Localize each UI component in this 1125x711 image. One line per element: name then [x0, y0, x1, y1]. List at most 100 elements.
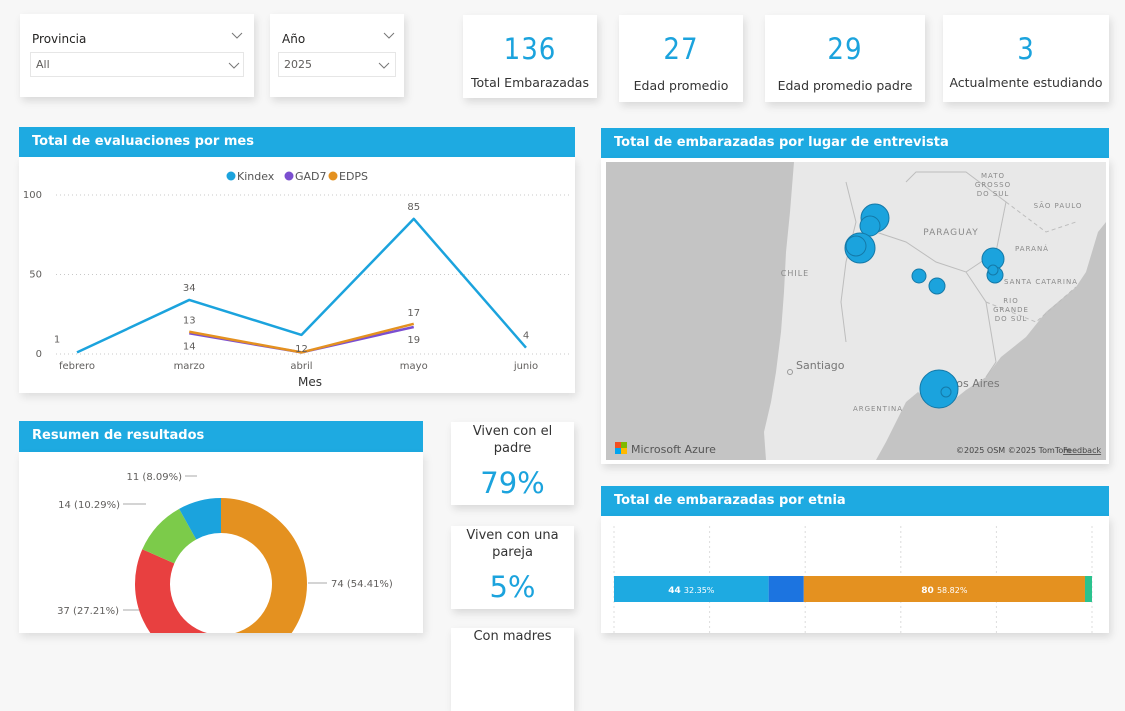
card-title-line1: Viven con el [472, 424, 553, 439]
etnia-card: 44 32.35% 80 58.82% [601, 516, 1109, 633]
map-label: GROSSO [975, 181, 1011, 189]
data-label: 13 [183, 316, 196, 327]
map-header: Total de embarazadas por lugar de entrev… [601, 128, 1109, 158]
slicer-title: Año [282, 32, 306, 46]
map-label: PARANÁ [1015, 244, 1049, 253]
y-tick-label: 0 [36, 349, 42, 360]
kpi-label: Total Embarazadas [471, 75, 589, 90]
bar-segment [768, 576, 804, 602]
kpi-total-embarazadas: 136 Total Embarazadas [463, 15, 597, 98]
map-bubbles[interactable] [844, 203, 1005, 409]
donut-card: 74 (54.41%) 37 (27.21%) 14 (10.29%) 11 (8.0… [19, 452, 423, 670]
data-label: 14 (10.29%) [58, 500, 120, 511]
slicer-anio: Año 2025 [270, 14, 404, 97]
card-title-line2: pareja [492, 545, 533, 560]
map-bubble[interactable] [911, 268, 927, 284]
legend-marker-icon [284, 171, 294, 181]
kpi-value: 29 [827, 32, 863, 66]
bar-segment [614, 576, 769, 602]
anio-dropdown[interactable]: 2025 [278, 52, 396, 77]
x-tick-label: marzo [174, 361, 205, 372]
data-label: 1 [54, 334, 60, 345]
data-label: 17 [407, 308, 420, 319]
border-line [1005, 201, 1077, 233]
card-con-madres: Con madres [451, 628, 574, 711]
map-bubble[interactable] [845, 235, 867, 257]
kpi-label: Actualmente estudiando [949, 75, 1103, 90]
legend-marker-icon [328, 171, 338, 181]
legend-label: EDPS [339, 170, 368, 183]
line-chart-header: Total de evaluaciones por mes [19, 127, 575, 157]
legend-label: Kindex [237, 170, 275, 183]
data-label: 74 (54.41%) [331, 579, 393, 590]
map-bubble[interactable] [987, 264, 999, 276]
card-viven-con-pareja: Viven con una pareja 5% [451, 526, 574, 609]
map-label: PARAGUAY [923, 228, 978, 238]
kpi-value: 27 [663, 32, 699, 66]
map-label: CHILE [781, 269, 809, 278]
map-label: GRANDE [993, 306, 1029, 314]
card-value: 5% [489, 570, 536, 604]
line-chart[interactable]: 0 50 100 febrero marzo abril mayo junio Mes Kinde… [19, 157, 575, 393]
kpi-edad-promedio-padre: 29 Edad promedio padre [765, 15, 925, 102]
x-tick-label: abril [290, 361, 312, 372]
legend-label: GAD7 [295, 170, 327, 183]
data-label: 19 [407, 335, 420, 346]
border-line [965, 271, 997, 378]
chevron-down-icon [378, 62, 390, 69]
map-label: SÃO PAULO [1034, 201, 1083, 210]
etnia-bar-chart[interactable]: 44 32.35% 80 58.82% [601, 516, 1109, 633]
bar-segment [1084, 576, 1092, 602]
segment-value: 80 [921, 586, 937, 596]
card-title-line1: Viven con una [466, 528, 559, 543]
data-label: 4 [523, 331, 529, 342]
card-viven-con-padre: Viven con el padre 79% [451, 422, 574, 505]
x-axis-title: Mes [298, 375, 322, 389]
chevron-down-icon[interactable] [382, 28, 396, 42]
map-bubble[interactable] [919, 369, 959, 409]
x-tick-label: junio [513, 361, 538, 372]
card-value: 79% [480, 466, 545, 500]
data-label: 37 (27.21%) [57, 606, 119, 617]
kpi-label: Edad promedio padre [777, 78, 913, 93]
card-title-line1: Con madres [473, 629, 552, 644]
map-label: Santiago [796, 359, 845, 372]
donut-slice [197, 498, 307, 670]
border-line [840, 181, 857, 343]
kpi-value: 3 [1017, 32, 1035, 66]
series-line-kindex [76, 217, 527, 354]
etnia-header: Total de embarazadas por etnia [601, 486, 1109, 516]
segment-percent: 32.35% [684, 586, 715, 595]
segment-label: 44 32.35% [668, 586, 715, 596]
donut-slice [142, 508, 197, 564]
map-bubble[interactable] [859, 215, 881, 237]
land [764, 162, 1106, 460]
map-brand: Microsoft Azure [631, 443, 716, 456]
donut-slice [179, 498, 221, 540]
legend-marker-icon [226, 171, 236, 181]
donut-chart[interactable]: 74 (54.41%) 37 (27.21%) 14 (10.29%) 11 (8.0… [19, 452, 423, 670]
line-chart-card: 0 50 100 febrero marzo abril mayo junio Mes Kinde… [19, 157, 575, 393]
dropdown-value: 2025 [284, 58, 312, 71]
slicer-provincia: Provincia All [20, 14, 254, 97]
map-visual[interactable]: MATO GROSSO DO SUL SÃO PAULO PARAGUAY PA… [606, 162, 1106, 460]
chevron-down-icon[interactable] [230, 28, 244, 42]
map-label: DO SUL [995, 315, 1028, 323]
map-label: DO SUL [977, 190, 1010, 198]
city-marker-icon [787, 369, 793, 375]
segment-percent: 58.82% [937, 586, 968, 595]
map-label: SANTA CATARINA [1004, 278, 1078, 286]
y-tick-label: 50 [29, 270, 42, 281]
map-feedback-link[interactable]: Feedback [1063, 446, 1101, 455]
map-bubble[interactable] [940, 386, 952, 398]
provincia-dropdown[interactable]: All [30, 52, 244, 77]
land-north [1046, 162, 1106, 222]
kpi-edad-promedio: 27 Edad promedio [619, 15, 743, 102]
y-tick-label: 100 [23, 190, 42, 201]
data-label: 85 [407, 202, 420, 213]
segment-value: 44 [668, 586, 684, 596]
x-tick-label: mayo [400, 361, 428, 372]
map-card: MATO GROSSO DO SUL SÃO PAULO PARAGUAY PA… [601, 158, 1109, 464]
map-bubble[interactable] [928, 277, 946, 295]
data-label: 34 [183, 283, 196, 294]
